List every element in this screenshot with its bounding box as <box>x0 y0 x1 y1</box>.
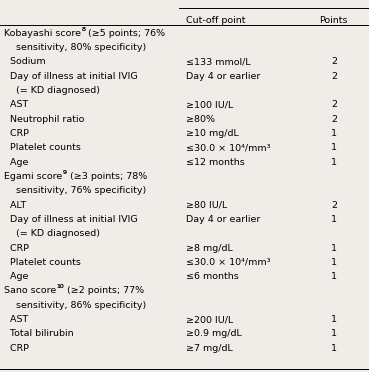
Text: Total bilirubin: Total bilirubin <box>4 330 74 339</box>
Text: AST: AST <box>4 100 29 109</box>
Text: 9: 9 <box>63 170 67 175</box>
Text: 2: 2 <box>331 72 337 81</box>
Text: 1: 1 <box>331 244 337 253</box>
Text: (≥5 points; 76%: (≥5 points; 76% <box>85 29 165 38</box>
Text: Cut-off point: Cut-off point <box>186 16 246 25</box>
Text: ≤30.0 × 10⁴/mm³: ≤30.0 × 10⁴/mm³ <box>186 258 271 267</box>
Text: ≥200 IU/L: ≥200 IU/L <box>186 315 234 324</box>
Text: sensitivity, 76% specificity): sensitivity, 76% specificity) <box>4 186 147 195</box>
Text: 1: 1 <box>331 143 337 152</box>
Text: 1: 1 <box>331 258 337 267</box>
Text: CRP: CRP <box>4 129 30 138</box>
Text: 1: 1 <box>331 330 337 339</box>
Text: 2: 2 <box>331 201 337 209</box>
Text: (= KD diagnosed): (= KD diagnosed) <box>4 86 100 95</box>
Text: ALT: ALT <box>4 201 27 209</box>
Text: Age: Age <box>4 158 29 167</box>
Text: 2: 2 <box>331 100 337 109</box>
Text: Day of illness at initial IVIG: Day of illness at initial IVIG <box>4 72 138 81</box>
Text: (≥2 points; 77%: (≥2 points; 77% <box>65 286 145 295</box>
Text: ≥0.9 mg/dL: ≥0.9 mg/dL <box>186 330 242 339</box>
Text: ≤133 mmol/L: ≤133 mmol/L <box>186 57 251 66</box>
Text: Egami score: Egami score <box>4 172 63 181</box>
Text: 1: 1 <box>331 344 337 353</box>
Text: 1: 1 <box>331 158 337 167</box>
Text: 1: 1 <box>331 129 337 138</box>
Text: ≤12 months: ≤12 months <box>186 158 245 167</box>
Text: ≥80 IU/L: ≥80 IU/L <box>186 201 228 209</box>
Text: Neutrophil ratio: Neutrophil ratio <box>4 115 85 124</box>
Text: ≥10 mg/dL: ≥10 mg/dL <box>186 129 239 138</box>
Text: Sodium: Sodium <box>4 57 46 66</box>
Text: 8: 8 <box>82 27 85 32</box>
Text: ≤30.0 × 10⁴/mm³: ≤30.0 × 10⁴/mm³ <box>186 143 271 152</box>
Text: Kobayashi score: Kobayashi score <box>4 29 82 38</box>
Text: 10: 10 <box>57 285 65 289</box>
Text: ≥100 IU/L: ≥100 IU/L <box>186 100 234 109</box>
Text: CRP: CRP <box>4 344 30 353</box>
Text: CRP: CRP <box>4 244 30 253</box>
Text: ≥80%: ≥80% <box>186 115 215 124</box>
Text: Day 4 or earlier: Day 4 or earlier <box>186 72 261 81</box>
Text: Points: Points <box>319 16 348 25</box>
Text: 1: 1 <box>331 272 337 281</box>
Text: Platelet counts: Platelet counts <box>4 143 81 152</box>
Text: Day of illness at initial IVIG: Day of illness at initial IVIG <box>4 215 138 224</box>
Text: ≤6 months: ≤6 months <box>186 272 239 281</box>
Text: Age: Age <box>4 272 29 281</box>
Text: Platelet counts: Platelet counts <box>4 258 81 267</box>
Text: sensitivity, 86% specificity): sensitivity, 86% specificity) <box>4 301 147 310</box>
Text: 2: 2 <box>331 57 337 66</box>
Text: 2: 2 <box>331 115 337 124</box>
Text: (≥3 points; 78%: (≥3 points; 78% <box>67 172 147 181</box>
Text: 1: 1 <box>331 215 337 224</box>
Text: (= KD diagnosed): (= KD diagnosed) <box>4 229 100 238</box>
Text: 1: 1 <box>331 315 337 324</box>
Text: AST: AST <box>4 315 29 324</box>
Text: 8: 8 <box>82 27 85 32</box>
Text: ≥7 mg/dL: ≥7 mg/dL <box>186 344 233 353</box>
Text: ≥8 mg/dL: ≥8 mg/dL <box>186 244 233 253</box>
Text: Day 4 or earlier: Day 4 or earlier <box>186 215 261 224</box>
Text: 9: 9 <box>63 170 67 175</box>
Text: 10: 10 <box>57 285 65 289</box>
Text: sensitivity, 80% specificity): sensitivity, 80% specificity) <box>4 43 147 52</box>
Text: Sano score: Sano score <box>4 286 57 295</box>
